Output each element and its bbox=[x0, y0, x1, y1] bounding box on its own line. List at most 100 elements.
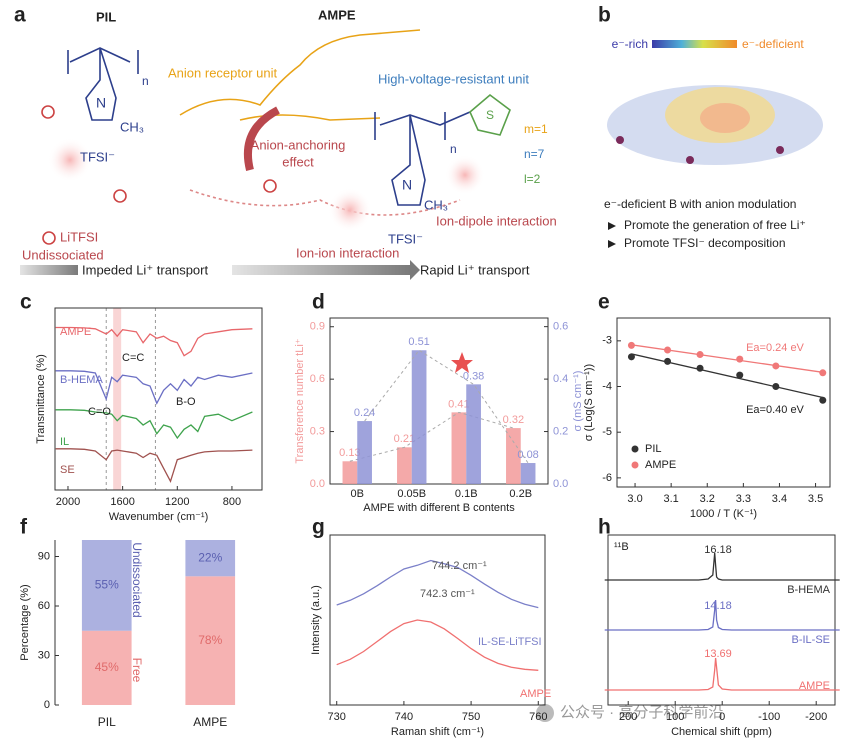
bar bbox=[342, 461, 358, 484]
atom: CH₃ bbox=[424, 197, 448, 212]
point bbox=[736, 371, 744, 379]
series-label: B-HEMA bbox=[60, 374, 103, 386]
point bbox=[696, 351, 704, 359]
ampe-backbone bbox=[379, 111, 471, 126]
y-tick-label: -5 bbox=[602, 426, 612, 438]
point bbox=[772, 383, 780, 391]
x-tick-label: 760 bbox=[529, 711, 547, 723]
x-tick-label: -100 bbox=[758, 711, 780, 723]
y-axis-label: Transmittance (%) bbox=[35, 354, 47, 443]
value-label: 0.08 bbox=[517, 449, 538, 461]
series-label: AMPE bbox=[60, 326, 91, 338]
y-tick-label: 0.3 bbox=[310, 425, 325, 437]
point bbox=[627, 341, 635, 349]
x-tick-label: 800 bbox=[223, 496, 241, 508]
salt-label: LiTFSI bbox=[60, 229, 98, 244]
esp-surface bbox=[700, 103, 750, 133]
y-axis-label: Transference number tLi⁺ bbox=[294, 338, 306, 463]
y-tick-label: 90 bbox=[38, 550, 50, 562]
x-axis-label: Raman shift (cm⁻¹) bbox=[391, 726, 484, 738]
x-tick-label: 750 bbox=[462, 711, 480, 723]
color-bar bbox=[652, 40, 737, 48]
panel-label: f bbox=[20, 516, 28, 539]
y-axis-label: σ (mS cm⁻¹) bbox=[572, 371, 584, 432]
anion-glow bbox=[445, 155, 485, 195]
value-label: 0.38 bbox=[463, 370, 484, 382]
x-tick-label: 1200 bbox=[165, 496, 189, 508]
panel-label: d bbox=[312, 291, 325, 314]
bar bbox=[81, 630, 132, 705]
plot-frame bbox=[607, 534, 836, 706]
bar bbox=[357, 421, 372, 484]
anion-label: TFSI⁻ bbox=[388, 231, 423, 246]
x-tick-label: 0 bbox=[719, 711, 725, 723]
bar bbox=[81, 540, 132, 631]
bar bbox=[506, 428, 521, 484]
y-tick-label: 0.6 bbox=[553, 321, 568, 333]
sulfolane bbox=[469, 93, 511, 136]
bar bbox=[185, 540, 236, 577]
y-axis-label: σ (Log(S cm⁻¹)) bbox=[583, 364, 595, 441]
unit-label: High-voltage-resistant unit bbox=[378, 71, 529, 86]
point bbox=[772, 362, 780, 370]
x-tick-label: 3.0 bbox=[627, 493, 642, 505]
plot-frame bbox=[329, 317, 549, 485]
state-label: Undissociated bbox=[22, 247, 104, 262]
star bbox=[451, 352, 473, 373]
value-label: 22% bbox=[198, 550, 222, 564]
bracket bbox=[67, 50, 139, 74]
transport-label: Rapid Li⁺ transport bbox=[420, 262, 530, 277]
subscript: n bbox=[450, 142, 457, 156]
panel-label: h bbox=[598, 516, 611, 539]
composition: l=2 bbox=[524, 172, 541, 186]
series-label: Free bbox=[130, 658, 144, 683]
x-tick-label: -200 bbox=[805, 711, 827, 723]
point bbox=[664, 346, 672, 354]
composition: m=1 bbox=[524, 122, 548, 136]
value-label: 0.41 bbox=[448, 398, 469, 410]
x-tick-label: 3.4 bbox=[772, 493, 787, 505]
annotation: C=C bbox=[122, 352, 144, 364]
bracket bbox=[374, 112, 446, 140]
composition: n=7 bbox=[524, 147, 545, 161]
y-tick-label: -6 bbox=[602, 472, 612, 484]
series-label: AMPE bbox=[520, 688, 551, 700]
x-axis-label: Wavenumber (cm⁻¹) bbox=[109, 511, 209, 523]
series-label: B-HEMA bbox=[787, 584, 830, 596]
interaction-label: Ion-dipole interaction bbox=[436, 213, 557, 228]
anion bbox=[41, 105, 55, 119]
y-tick-label: 30 bbox=[38, 649, 50, 661]
series-line bbox=[604, 657, 840, 691]
point bbox=[819, 369, 827, 377]
series-label: IL bbox=[60, 436, 69, 448]
value-label: 45% bbox=[95, 660, 119, 674]
trend-line bbox=[349, 411, 514, 462]
x-tick-label: PIL bbox=[98, 715, 116, 729]
series-line bbox=[336, 559, 539, 609]
annotation: 742.3 cm⁻¹ bbox=[420, 588, 475, 600]
heading: AMPE bbox=[318, 7, 356, 22]
plot-frame bbox=[616, 317, 831, 488]
atom bbox=[776, 146, 784, 154]
x-tick-label: 0.1B bbox=[455, 488, 478, 500]
legend-label: PIL bbox=[645, 443, 662, 455]
x-tick-label: AMPE bbox=[193, 715, 227, 729]
icon bbox=[536, 704, 554, 722]
atom bbox=[686, 156, 694, 164]
series-label: SE bbox=[60, 464, 75, 476]
pil-ring bbox=[85, 47, 117, 121]
legend-marker bbox=[631, 445, 639, 453]
point bbox=[736, 355, 744, 363]
point bbox=[696, 364, 704, 372]
series-line bbox=[336, 619, 539, 671]
panel-label: g bbox=[312, 516, 325, 539]
bullet-text: Promote the generation of free Li⁺ bbox=[624, 218, 806, 232]
x-tick-label: 100 bbox=[666, 711, 684, 723]
y-axis-label: Intensity (a.u.) bbox=[310, 585, 322, 655]
receptor-chain bbox=[179, 29, 421, 116]
effect-label: effect bbox=[282, 154, 314, 169]
peak-label: 14.18 bbox=[704, 600, 732, 612]
arrow-head bbox=[410, 260, 420, 280]
bar bbox=[520, 463, 536, 484]
series-label: Undissociated bbox=[130, 542, 144, 617]
